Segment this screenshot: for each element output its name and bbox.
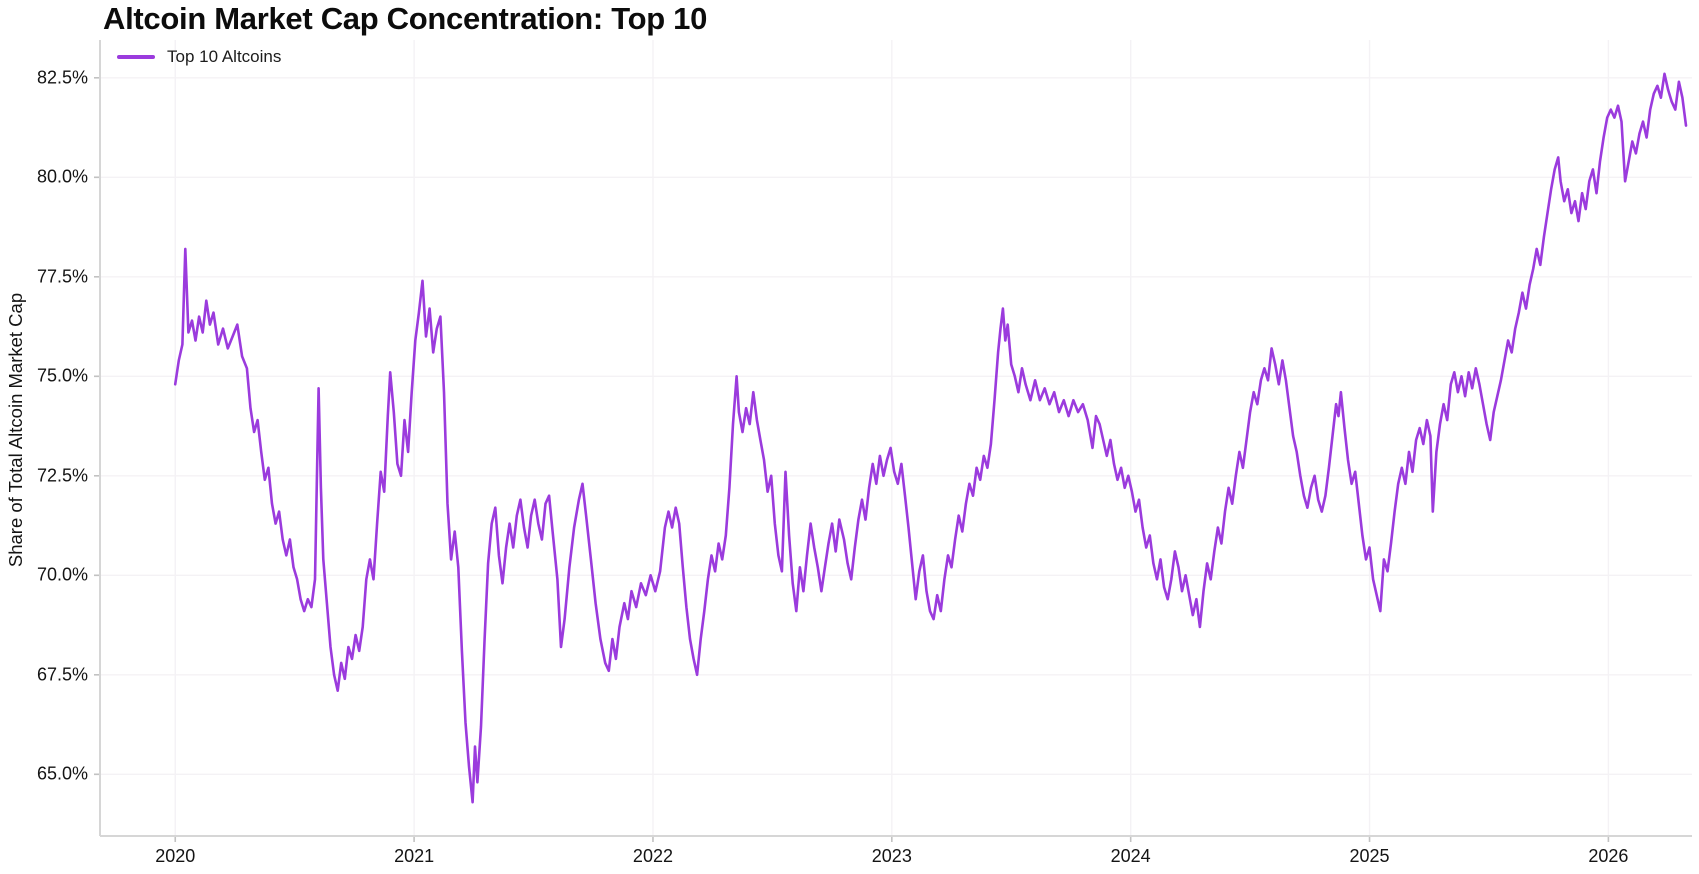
x-tick-label: 2025: [1349, 846, 1390, 866]
axis-spines: [99, 40, 1692, 837]
y-tick-label: 77.5%: [36, 266, 88, 287]
y-tick-label: 82.5%: [36, 67, 88, 88]
x-tick-label: 2021: [394, 846, 435, 866]
x-tick-label: 2024: [1110, 846, 1151, 866]
y-tick-label: 80.0%: [36, 166, 88, 187]
chart-title: Altcoin Market Cap Concentration: Top 10: [103, 1, 708, 36]
y-axis-label: Share of Total Altcoin Market Cap: [5, 293, 26, 567]
x-tick-label: 2022: [632, 846, 673, 866]
y-tick-label: 67.5%: [36, 664, 88, 685]
gridlines: [100, 40, 1692, 836]
legend-label: Top 10 Altcoins: [167, 47, 282, 66]
y-tick-label: 72.5%: [36, 465, 88, 486]
y-tick-label: 75.0%: [36, 365, 88, 386]
legend: Top 10 Altcoins: [117, 47, 281, 67]
x-tick-label: 2026: [1588, 846, 1629, 866]
y-tick-label: 65.0%: [36, 763, 88, 784]
data-series: [173, 72, 1688, 804]
x-tick-label: 2020: [155, 846, 196, 866]
legend-line-swatch-icon: [117, 55, 155, 59]
x-tick-label: 2023: [871, 846, 912, 866]
y-tick-label: 70.0%: [36, 564, 88, 585]
top10-altcoins-line: [173, 72, 1688, 804]
